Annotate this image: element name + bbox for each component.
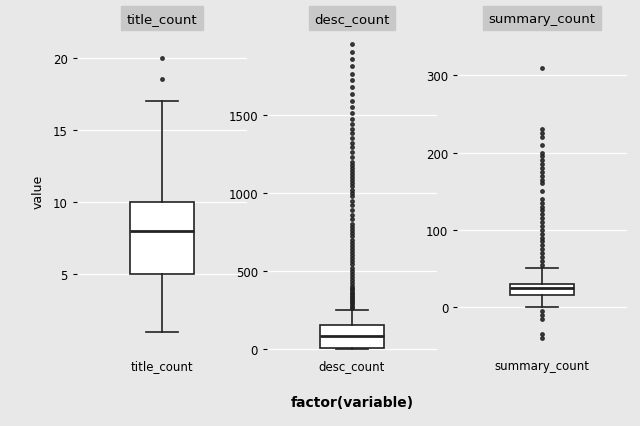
Title: desc_count: desc_count: [314, 13, 390, 26]
Title: title_count: title_count: [127, 13, 197, 26]
Title: summary_count: summary_count: [489, 13, 596, 26]
PathPatch shape: [511, 284, 574, 296]
Text: factor(variable): factor(variable): [291, 395, 413, 409]
PathPatch shape: [320, 325, 384, 348]
Y-axis label: value: value: [31, 175, 45, 209]
PathPatch shape: [130, 202, 193, 274]
